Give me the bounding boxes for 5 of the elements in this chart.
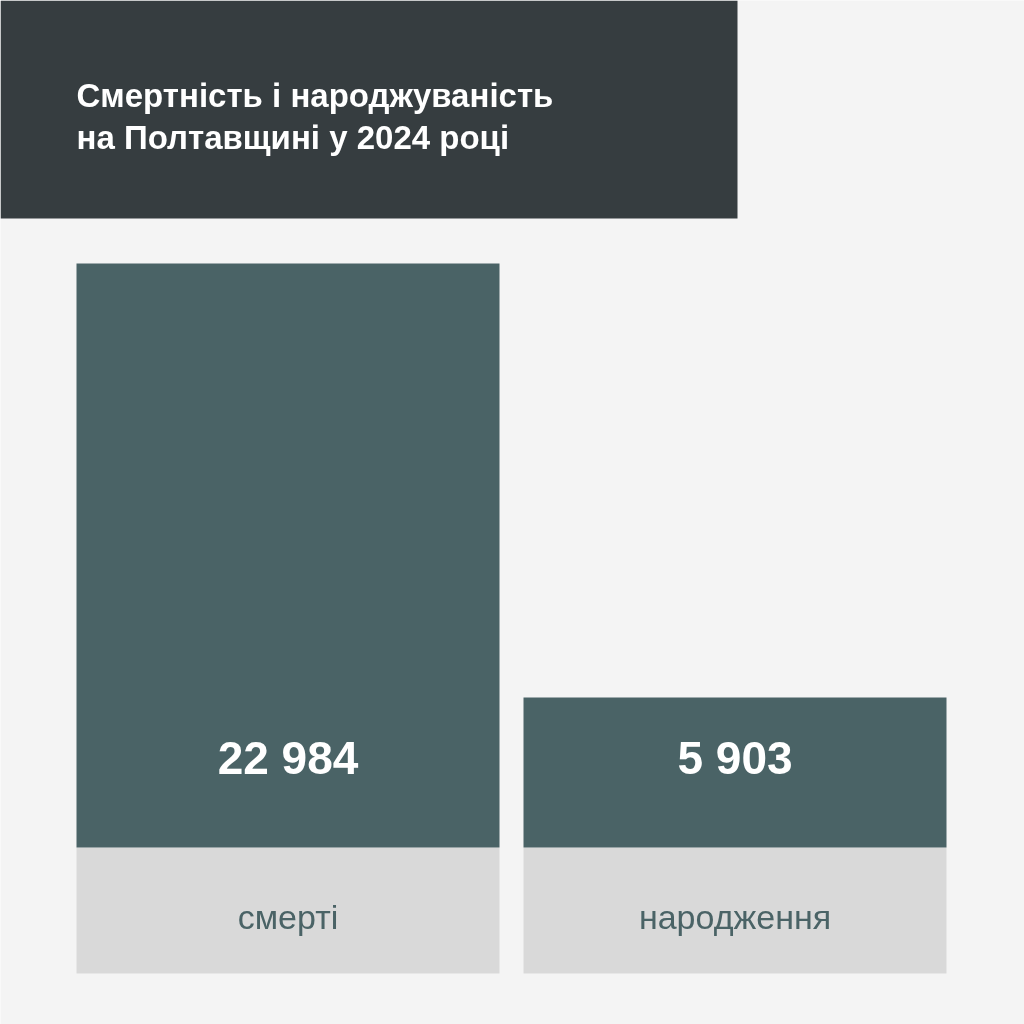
x-tick-label: народження [638,897,832,936]
x-tick-label: смерті [237,897,339,936]
data-label: 22 984 [217,731,359,784]
data-label: 5 903 [677,731,793,784]
chart-title: Смертність і народжуваність на Полтавщині у 2024 році [76,76,554,157]
